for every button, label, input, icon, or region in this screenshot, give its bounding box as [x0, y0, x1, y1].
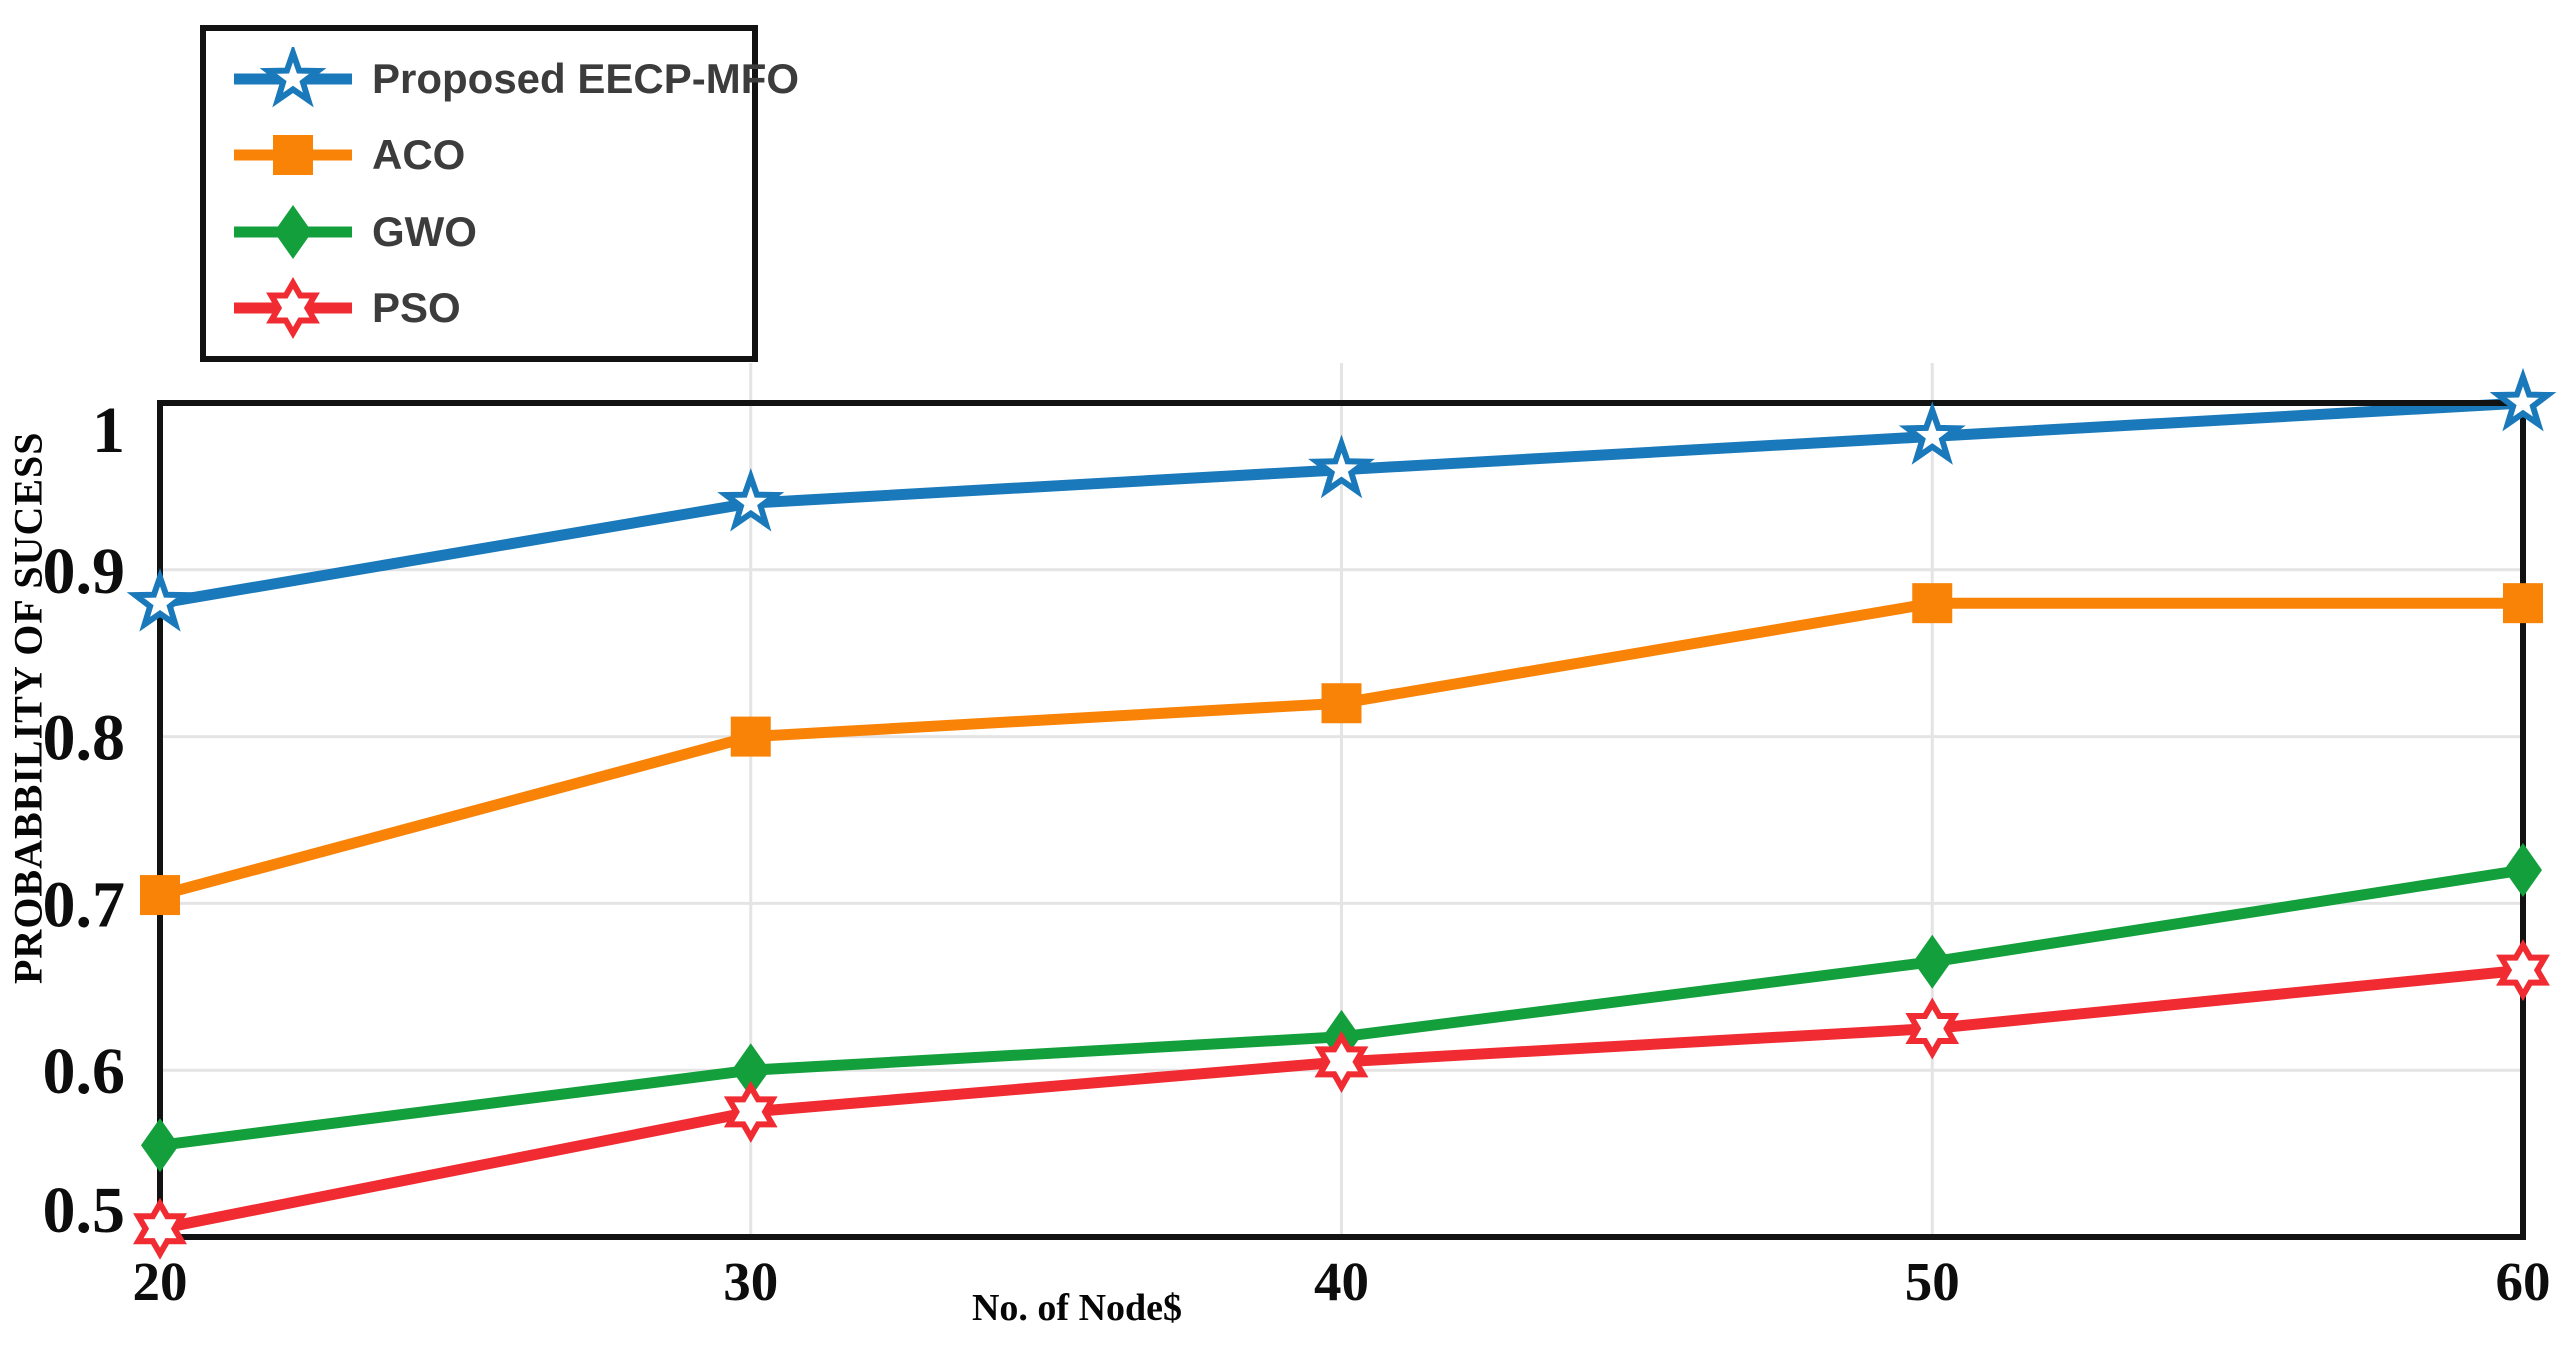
- star5-marker: [126, 568, 194, 632]
- star5-marker: [717, 468, 785, 532]
- square-marker: [1912, 583, 1953, 624]
- legend-item-proposed-eecp-mfo: Proposed EECP-MFO: [232, 44, 799, 114]
- x-tick-label-30: 30: [723, 1251, 778, 1312]
- diamond-marker: [731, 1043, 770, 1098]
- square-marker: [2503, 583, 2543, 624]
- y-tick-label-0.7: 0.7: [43, 868, 126, 941]
- legend-item-pso: PSO: [232, 273, 744, 343]
- star5-marker: [1308, 434, 1375, 499]
- plot-border: [157, 400, 2526, 1240]
- y-tick-label-0.5: 0.5: [43, 1174, 126, 1247]
- legend-label: PSO: [372, 284, 461, 332]
- square-marker: [140, 875, 180, 916]
- star6-marker: [1314, 1030, 1369, 1093]
- x-tick-label-60: 60: [2496, 1251, 2551, 1312]
- x-tick-label-40: 40: [1314, 1251, 1369, 1312]
- star6-marker: [1905, 997, 1960, 1060]
- square-marker: [730, 716, 771, 757]
- diamond-marker: [1913, 934, 1952, 989]
- star5-marker: [1898, 401, 1966, 465]
- x-axis-title: No. of Node$: [971, 1287, 1183, 1329]
- star6-marker: [723, 1080, 778, 1143]
- y-tick-label-0.6: 0.6: [43, 1035, 126, 1108]
- legend-item-gwo: GWO: [232, 197, 744, 267]
- legend-label: GWO: [372, 207, 477, 255]
- diamond-marker: [141, 1118, 179, 1173]
- legend-label: ACO: [372, 131, 466, 179]
- square-marker: [273, 135, 313, 176]
- star6-marker: [133, 1197, 187, 1260]
- legend-line-sample: [234, 204, 352, 259]
- x-tick-label-50: 50: [1905, 1251, 1960, 1312]
- legend-line-sample: [234, 277, 352, 340]
- legend-item-aco: ACO: [232, 120, 744, 190]
- star5-marker: [2489, 367, 2557, 432]
- diamond-marker: [2504, 843, 2542, 898]
- y-axis-title: PROBABBILITY OF SUCESS: [5, 431, 51, 984]
- y-tick-label-0.9: 0.9: [43, 535, 126, 608]
- legend-label: Proposed EECP-MFO: [372, 54, 800, 102]
- x-tick-label-20: 20: [133, 1251, 188, 1312]
- star5-marker: [259, 46, 327, 107]
- star6-marker: [266, 277, 320, 340]
- legend-line-sample: [234, 46, 352, 107]
- legend-line-sample: [234, 135, 352, 176]
- y-tick-label-1: 1: [92, 394, 125, 467]
- diamond-marker: [274, 204, 312, 259]
- star6-marker: [2496, 939, 2550, 1002]
- legend-box: Proposed EECP-MFO ACO GWO PSO: [200, 25, 799, 362]
- square-marker: [1321, 683, 1362, 724]
- y-tick-label-0.8: 0.8: [43, 702, 126, 775]
